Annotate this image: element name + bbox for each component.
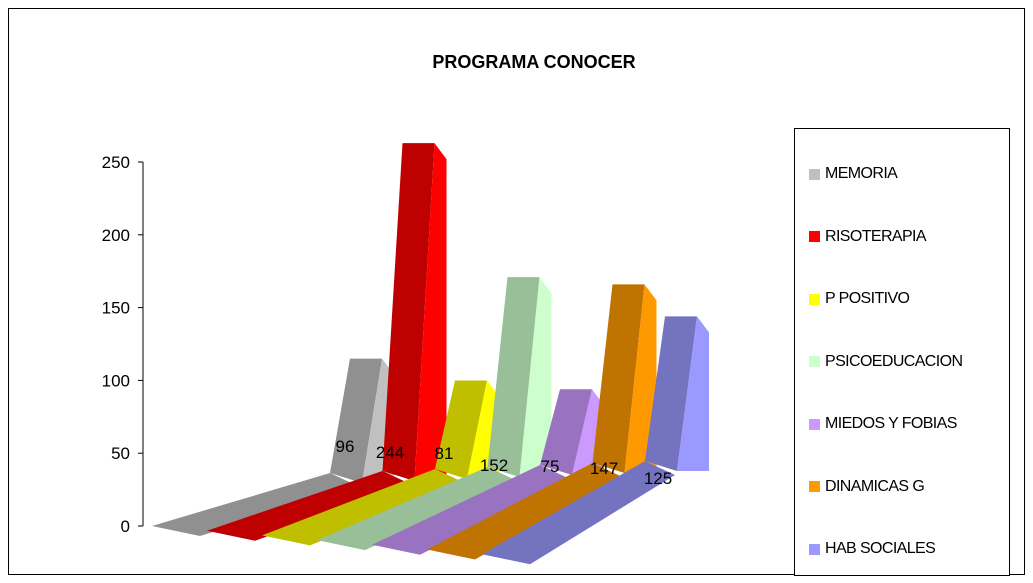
bar-floor-0 [152,473,360,536]
legend-label: MEMORIA [825,165,898,182]
chart-title: PROGRAMA CONOCER [432,52,635,72]
y-axis-ticks: 0 50 100 150 200 250 [102,153,143,536]
bar-spike-5 [592,284,645,473]
value-label: 147 [590,459,618,478]
legend-swatch [809,418,820,430]
legend-label: PSICOEDUCACION [825,352,963,370]
legend-item: PSICOEDUCACION [809,350,963,374]
value-label: 81 [435,444,454,463]
bar-spike-0 [330,358,382,483]
legend-item: DINAMICAS G [809,475,925,499]
y-tick-label: 250 [102,153,130,172]
legend-label: RISOTERAPIA [825,227,927,245]
y-tick-label: 200 [102,226,130,245]
legend-swatch [809,293,820,305]
y-tick-label: 150 [102,299,130,318]
legend-swatch [809,543,820,555]
legend-label: MIEDOS Y FOBIAS [825,415,957,432]
bar-spike-2 [435,380,487,479]
bar-floor-4 [372,465,570,555]
bar-spike-4 [540,389,592,475]
legend-swatch [809,231,820,242]
legend-item: MIEDOS Y FOBIAS [809,412,957,436]
bar-floor-3 [317,467,518,551]
legend-label: P POSITIVO [825,290,910,307]
value-label: 152 [480,456,508,475]
legend: MEMORIA RISOTERAPIA P POSITIVO PSICOEDUCACI… [794,128,1010,576]
bar-side-1 [414,143,447,482]
y-tick-label: 0 [121,517,130,536]
bar-series [152,143,709,565]
value-label: 244 [376,443,404,462]
value-label: 96 [336,437,355,456]
legend-swatch [809,356,820,367]
legend-swatch [809,481,820,492]
bar-side-3 [519,277,552,477]
bar-side-5 [624,284,657,473]
bar-floor-1 [207,471,413,541]
bar-floor-6 [482,461,675,565]
bar-spike-6 [645,316,697,471]
bar-spike-3 [487,277,540,477]
legend-item: MEMORIA [809,162,898,186]
y-tick-label: 50 [111,444,130,463]
y-tick-label: 100 [102,371,130,390]
value-label: 75 [541,457,560,476]
data-labels: 96 244 81 152 75 147 125 [336,437,673,488]
value-label: 125 [644,469,672,488]
legend-item: RISOTERAPIA [809,225,927,249]
bar-floor-5 [427,463,623,560]
legend-item: P POSITIVO [809,287,910,311]
legend-swatch [809,168,820,180]
bar-floor-2 [262,469,465,546]
bar-side-6 [677,316,709,471]
legend-item: HAB SOCIALES [809,537,936,561]
bar-spike-1 [382,143,435,482]
legend-label: HAB SOCIALES [825,540,936,557]
legend-label: DINAMICAS G [825,477,925,495]
